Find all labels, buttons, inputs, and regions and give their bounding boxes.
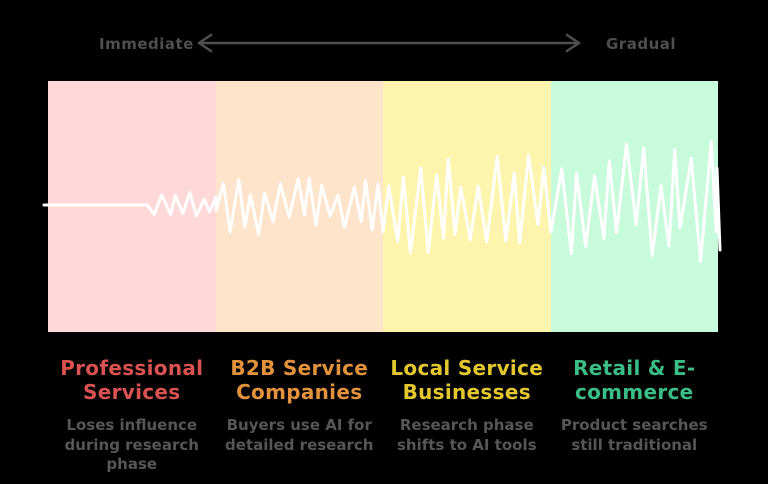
column-description: Product searches still traditional [560,416,708,454]
panel-b2b-service-companies [215,81,383,332]
panel-professional-services [48,81,216,332]
column-title: Professional Services [60,356,204,404]
category-panels [48,81,718,332]
column-description: Research phase shifts to AI tools [396,416,537,454]
column-title: B2B Service Companies [230,356,369,404]
column-b2b-service-companies: B2B Service Companies Buyers use AI for … [216,356,384,475]
column-professional-services: Professional Services Loses influence du… [48,356,216,475]
category-labels: Professional Services Loses influence du… [48,356,718,475]
panel-retail-ecommerce [550,81,718,332]
column-local-service-businesses: Local Service Businesses Research phase … [383,356,551,475]
column-retail-ecommerce: Retail & E-commerce Product searches sti… [551,356,719,475]
column-title: Retail & E-commerce [573,356,696,404]
panel-local-service-businesses [383,81,551,332]
axis-label-gradual: Gradual [606,35,677,53]
column-description: Buyers use AI for detailed research [225,416,374,454]
column-title: Local Service Businesses [390,356,544,404]
axis-label-immediate: Immediate [99,35,194,53]
spectrum-double-arrow-icon [197,33,581,53]
column-description: Loses influence during research phase [64,416,199,473]
